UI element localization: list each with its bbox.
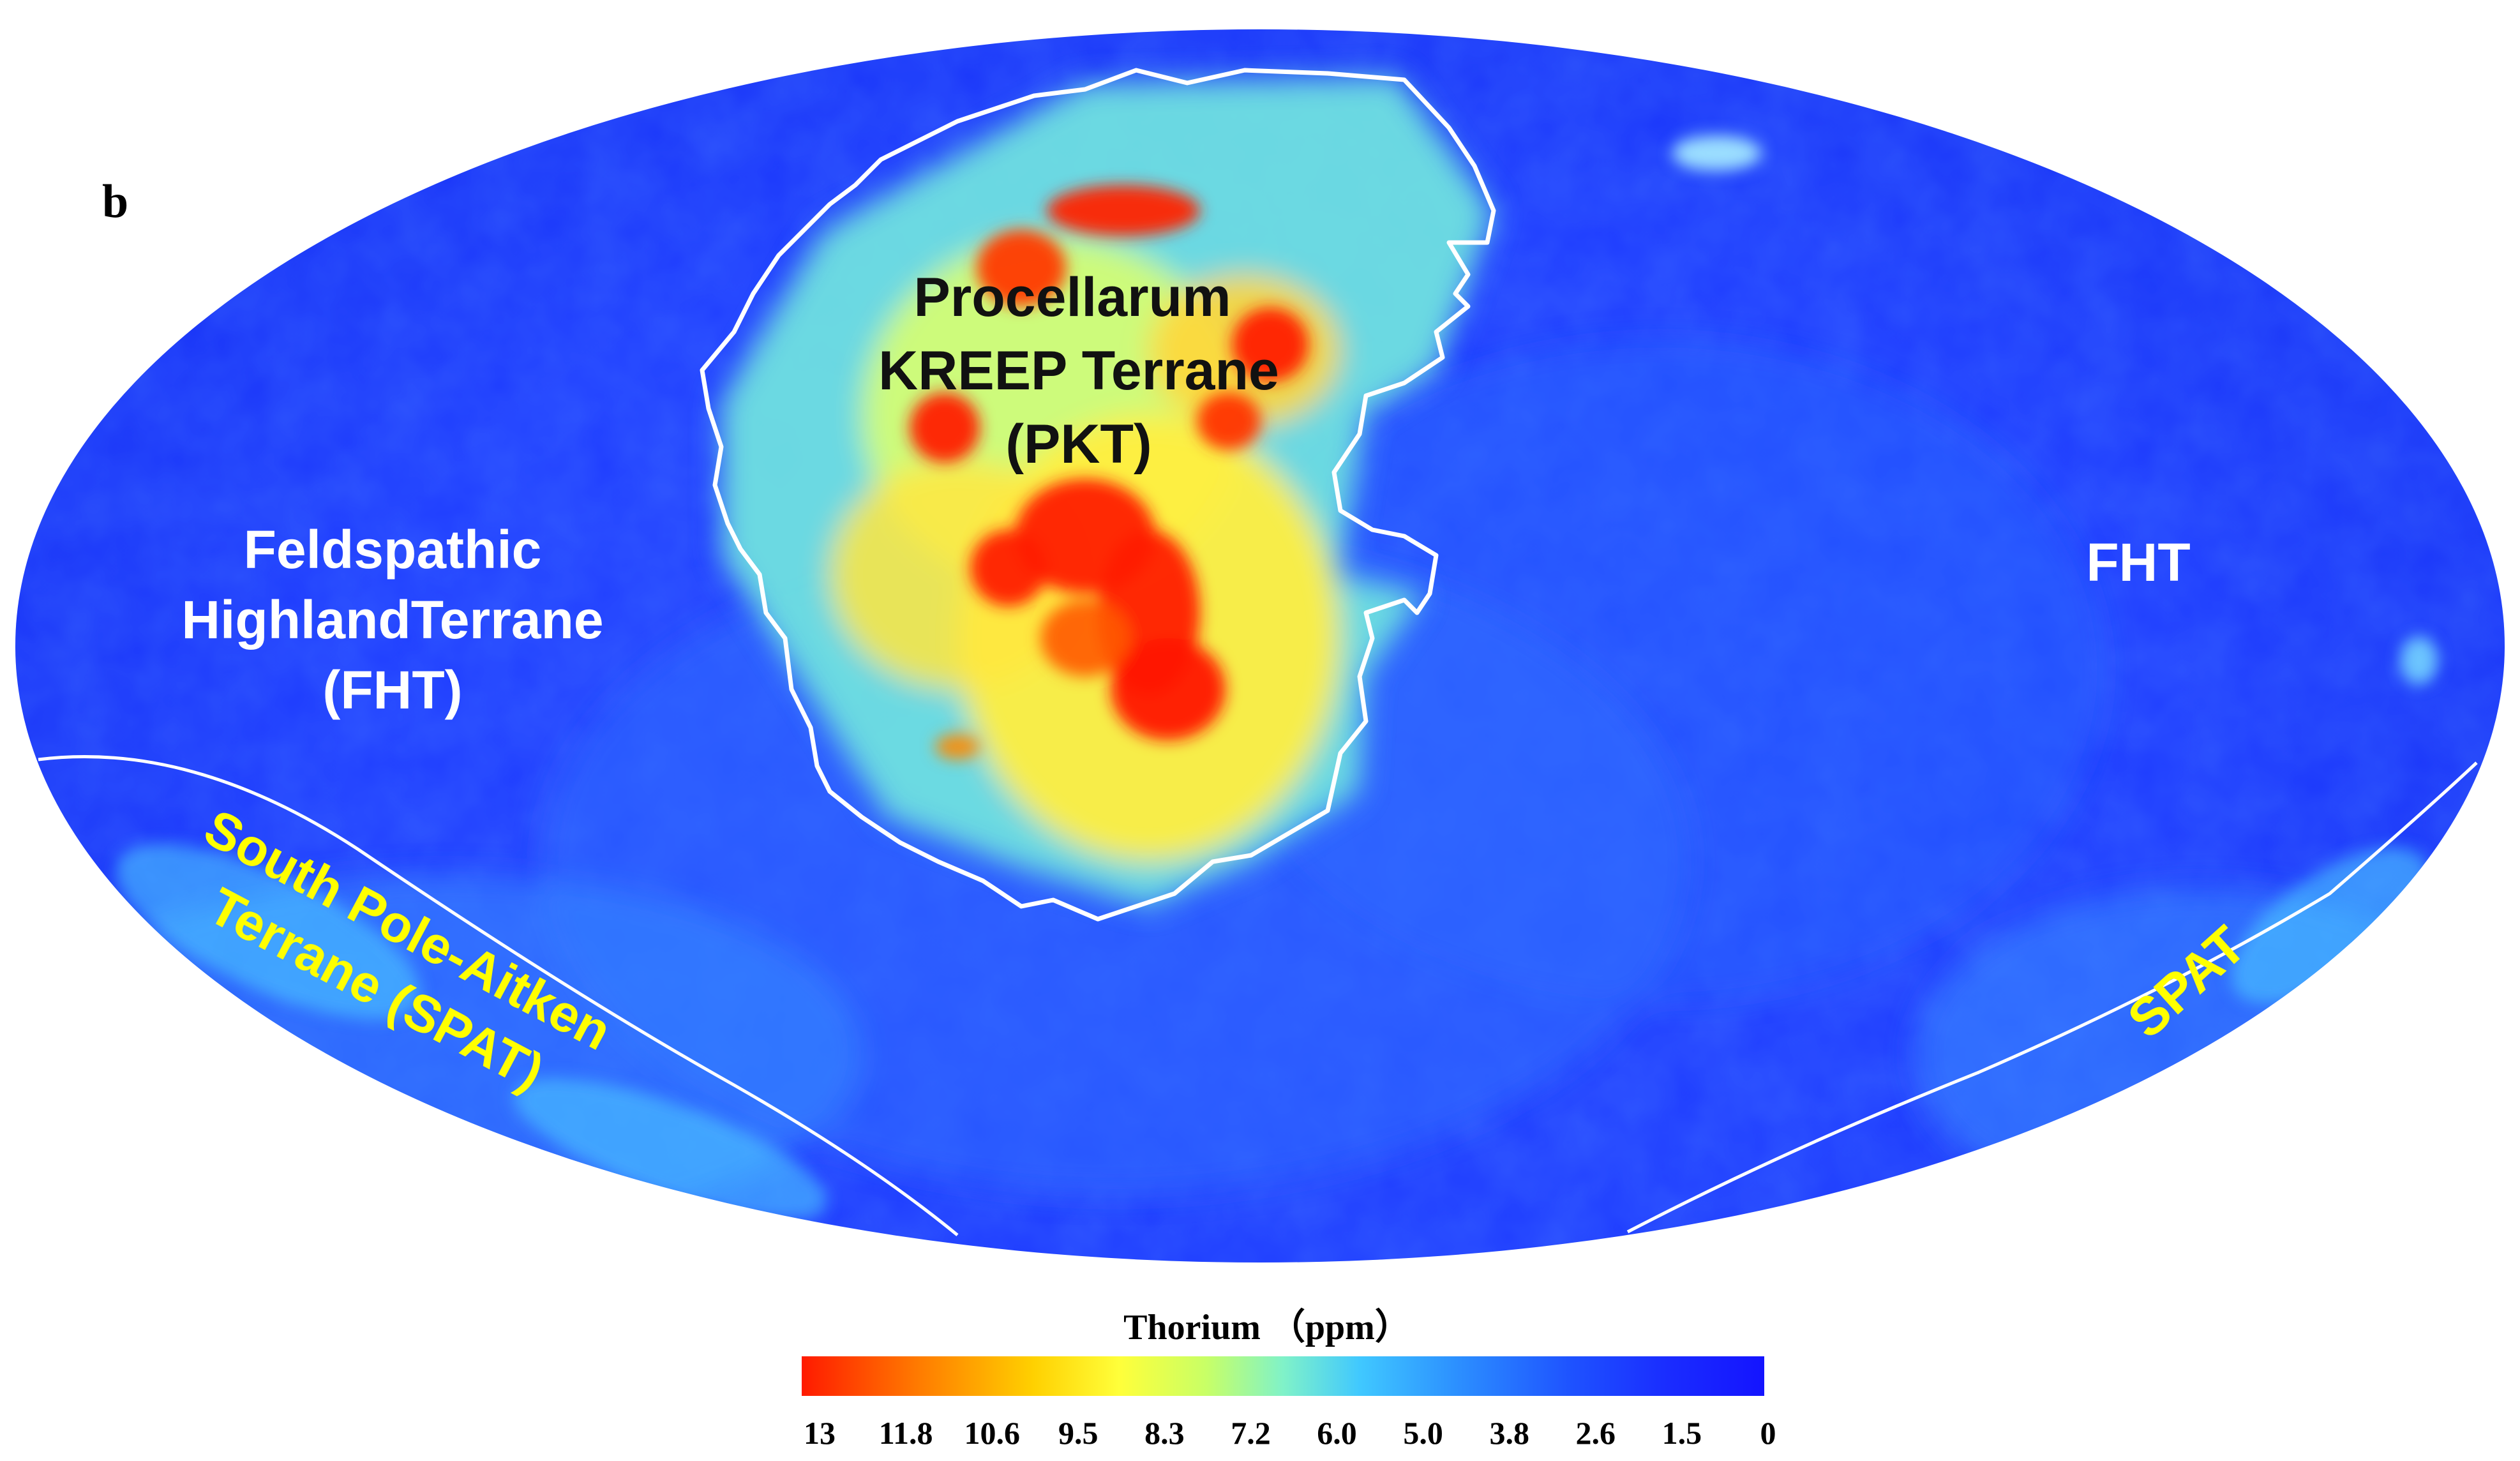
pkt-label: Procellarum KREEP Terrane (PKT) xyxy=(878,267,1279,475)
colorbar-tick-label: 0 xyxy=(1760,1415,1776,1451)
colorbar-tick-label: 9.5 xyxy=(1058,1415,1099,1451)
colorbar-tick-label: 2.6 xyxy=(1576,1415,1616,1451)
fht-west-line2: HighlandTerrane xyxy=(181,590,603,650)
colorbar-gradient xyxy=(802,1356,1764,1396)
colorbar-title: Thorium （ppm） xyxy=(1123,1307,1411,1347)
pkt-boundary xyxy=(700,68,1496,922)
fht-west-line1: Feldspathic xyxy=(244,520,542,580)
colorbar-tick-label: 1.5 xyxy=(1662,1415,1702,1451)
pkt-label-line1: Procellarum xyxy=(913,267,1231,328)
colorbar-tick-label: 5.0 xyxy=(1403,1415,1443,1451)
colorbar-tick-label: 3.8 xyxy=(1489,1415,1529,1451)
fht-west-line3: (FHT) xyxy=(322,660,462,720)
spat-enhancements xyxy=(116,135,2438,1220)
colorbar-tick-label: 10.6 xyxy=(964,1415,1020,1451)
colorbar-tick-label: 7.2 xyxy=(1231,1415,1271,1451)
colorbar: Thorium （ppm） 13 11.8 10.6 9.5 8.3 7.2 6.0 5.0 3… xyxy=(802,1307,1776,1451)
fht-west-label: Feldspathic HighlandTerrane (FHT) xyxy=(181,520,603,720)
pkt-label-line2: KREEP Terrane xyxy=(878,340,1279,401)
spat-east-boundary xyxy=(1626,761,2478,1234)
colorbar-ticks: 13 11.8 10.6 9.5 8.3 7.2 6.0 5.0 3.8 2.6 1.5 0 xyxy=(804,1415,1776,1451)
colorbar-tick-label: 8.3 xyxy=(1144,1415,1185,1451)
colorbar-tick-label: 6.0 xyxy=(1317,1415,1357,1451)
colorbar-tick-label: 11.8 xyxy=(879,1415,933,1451)
colorbar-tick-label: 13 xyxy=(804,1415,836,1451)
pkt-hotspots xyxy=(910,185,1309,760)
spat-west-boundary xyxy=(38,755,959,1236)
pkt-label-line3: (PKT) xyxy=(1005,414,1151,475)
panel-label: b xyxy=(102,176,128,228)
fht-east-label: FHT xyxy=(2086,532,2190,592)
